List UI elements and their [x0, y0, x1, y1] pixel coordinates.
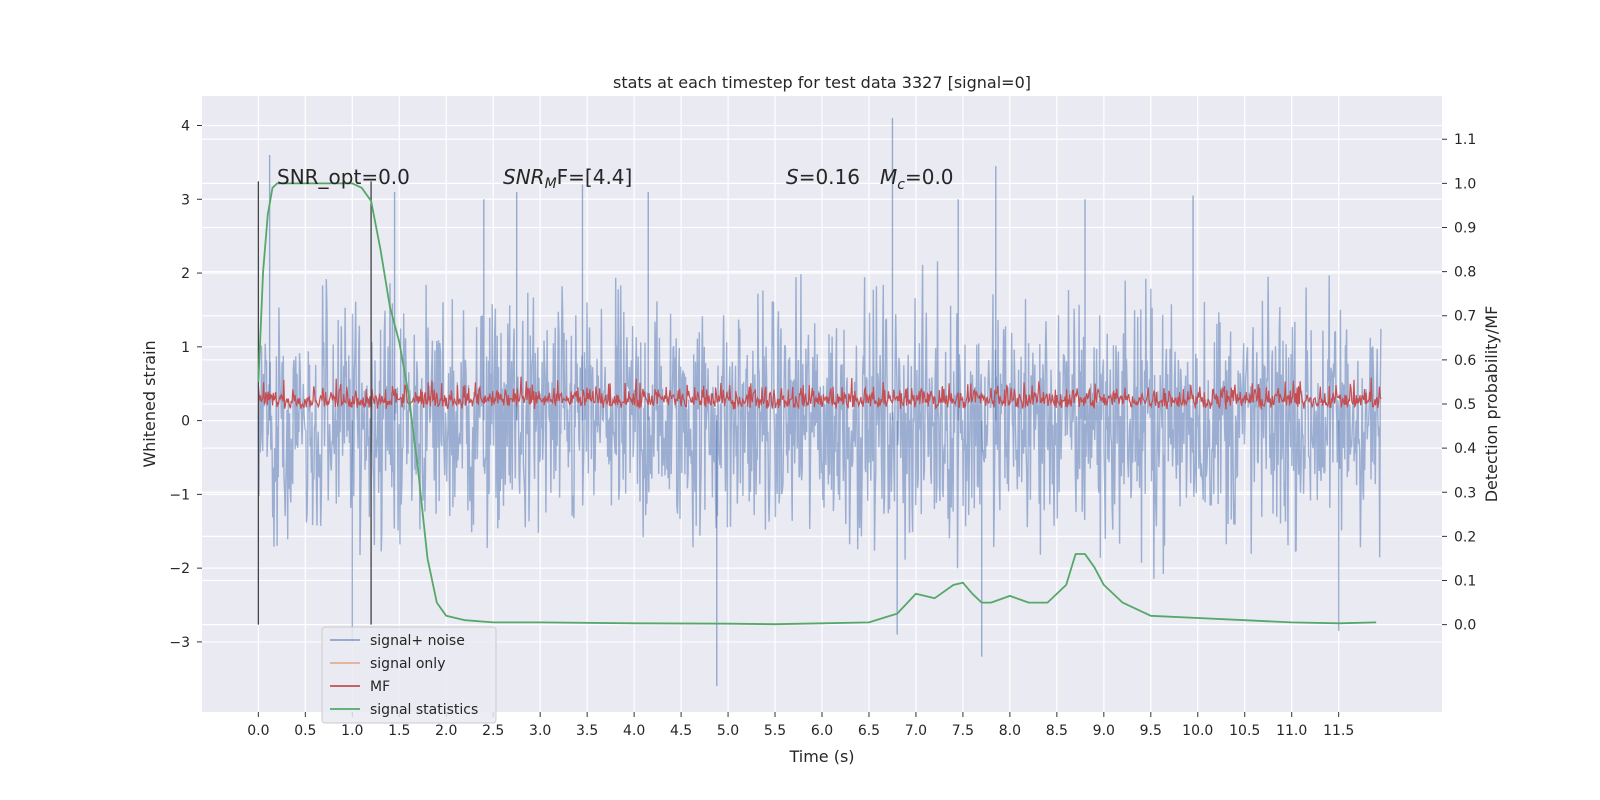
- x-tick-label: 9.0: [1093, 723, 1115, 739]
- x-tick-label: 10.5: [1229, 723, 1260, 739]
- x-tick-label: 3.0: [529, 723, 551, 739]
- x-tick-label: 8.0: [999, 723, 1021, 739]
- x-tick-label: 0.0: [247, 723, 269, 739]
- x-tick-label: 2.5: [482, 723, 504, 739]
- chart-title: stats at each timestep for test data 332…: [613, 73, 1031, 92]
- y-tick-label: 3: [181, 192, 190, 208]
- y-tick-label: 2: [181, 266, 190, 282]
- x-tick-label: 7.0: [905, 723, 927, 739]
- y-axis-right-ticks: 1.1 1.0 0.9 0.8 0.7 0.6 0.5 0.4 0.3 0.2 0.1 0.0: [1442, 132, 1476, 634]
- x-tick-label: 7.5: [952, 723, 974, 739]
- x-tick-label: 2.0: [435, 723, 457, 739]
- y-tick-label: −2: [169, 561, 190, 577]
- y-right-tick-label: 0.6: [1454, 353, 1476, 369]
- y-tick-label: −3: [169, 635, 190, 651]
- x-tick-label: 8.5: [1046, 723, 1068, 739]
- y-right-tick-label: 1.1: [1454, 132, 1476, 148]
- x-tick-label: 6.0: [811, 723, 833, 739]
- x-tick-label: 5.0: [717, 723, 739, 739]
- x-tick-label: 11.5: [1323, 723, 1354, 739]
- x-tick-label: 5.5: [764, 723, 786, 739]
- y-right-tick-label: 0.0: [1454, 618, 1476, 634]
- y-right-tick-label: 0.7: [1454, 309, 1476, 325]
- annotation-snr-opt: SNR_opt=0.0: [277, 165, 410, 189]
- y-axis-right-label: Detection probability/MF: [1482, 306, 1501, 503]
- annotation-s: S=0.16: [786, 165, 860, 189]
- signal-statistics-line: [257, 182, 1377, 626]
- x-tick-label: 9.5: [1140, 723, 1162, 739]
- x-axis-ticks: 0.0 0.5 1.0 1.5 2.0 2.5 3.0 3.5 4.0 4.5 5.0 5.5 6.0 6…: [247, 712, 1354, 739]
- x-tick-label: 11.0: [1276, 723, 1307, 739]
- y-right-tick-label: 0.5: [1454, 397, 1476, 413]
- x-tick-label: 6.5: [858, 723, 880, 739]
- x-axis-label: Time (s): [788, 747, 854, 766]
- legend-label-signal-noise: signal+ noise: [370, 633, 465, 649]
- y-right-tick-label: 0.3: [1454, 485, 1476, 501]
- y-tick-label: 4: [181, 119, 190, 135]
- x-tick-label: 3.5: [576, 723, 598, 739]
- series-mf: [257, 376, 1382, 410]
- x-tick-label: 1.5: [388, 723, 410, 739]
- y-right-tick-label: 0.9: [1454, 220, 1476, 236]
- y-axis-label: Whitened strain: [140, 340, 159, 467]
- mf-line: [257, 376, 1382, 410]
- annotation-snr-mf: SNRMF=[4.4]: [503, 165, 632, 192]
- series-signal-statistics: [257, 182, 1377, 626]
- y-right-tick-label: 0.4: [1454, 441, 1476, 457]
- legend: signal+ noise signal only MF signal stat…: [321, 626, 497, 724]
- vertical-markers: [257, 181, 372, 625]
- y-right-tick-label: 0.1: [1454, 574, 1476, 590]
- y-tick-label: 1: [181, 340, 190, 356]
- legend-box: [321, 626, 497, 724]
- annotation-mc: Mc=0.0: [880, 165, 954, 193]
- y-right-tick-label: 0.2: [1454, 529, 1476, 545]
- noise-line: [257, 261, 1382, 579]
- series-signal-noise: [257, 118, 1382, 687]
- y-right-tick-label: 0.8: [1454, 265, 1476, 281]
- y-right-tick-label: 1.0: [1454, 176, 1476, 192]
- y-tick-label: 0: [181, 414, 190, 430]
- legend-label-mf: MF: [370, 679, 390, 695]
- x-tick-label: 0.5: [294, 723, 316, 739]
- x-tick-label: 1.0: [341, 723, 363, 739]
- legend-label-signal-statistics: signal statistics: [370, 702, 478, 718]
- y-axis-ticks: 4 3 2 1 0 −1 −2 −3: [169, 119, 202, 651]
- legend-label-signal-only: signal only: [370, 656, 445, 672]
- x-tick-label: 10.0: [1182, 723, 1213, 739]
- x-tick-label: 4.5: [670, 723, 692, 739]
- x-tick-label: 4.0: [623, 723, 645, 739]
- y-tick-label: −1: [169, 487, 190, 503]
